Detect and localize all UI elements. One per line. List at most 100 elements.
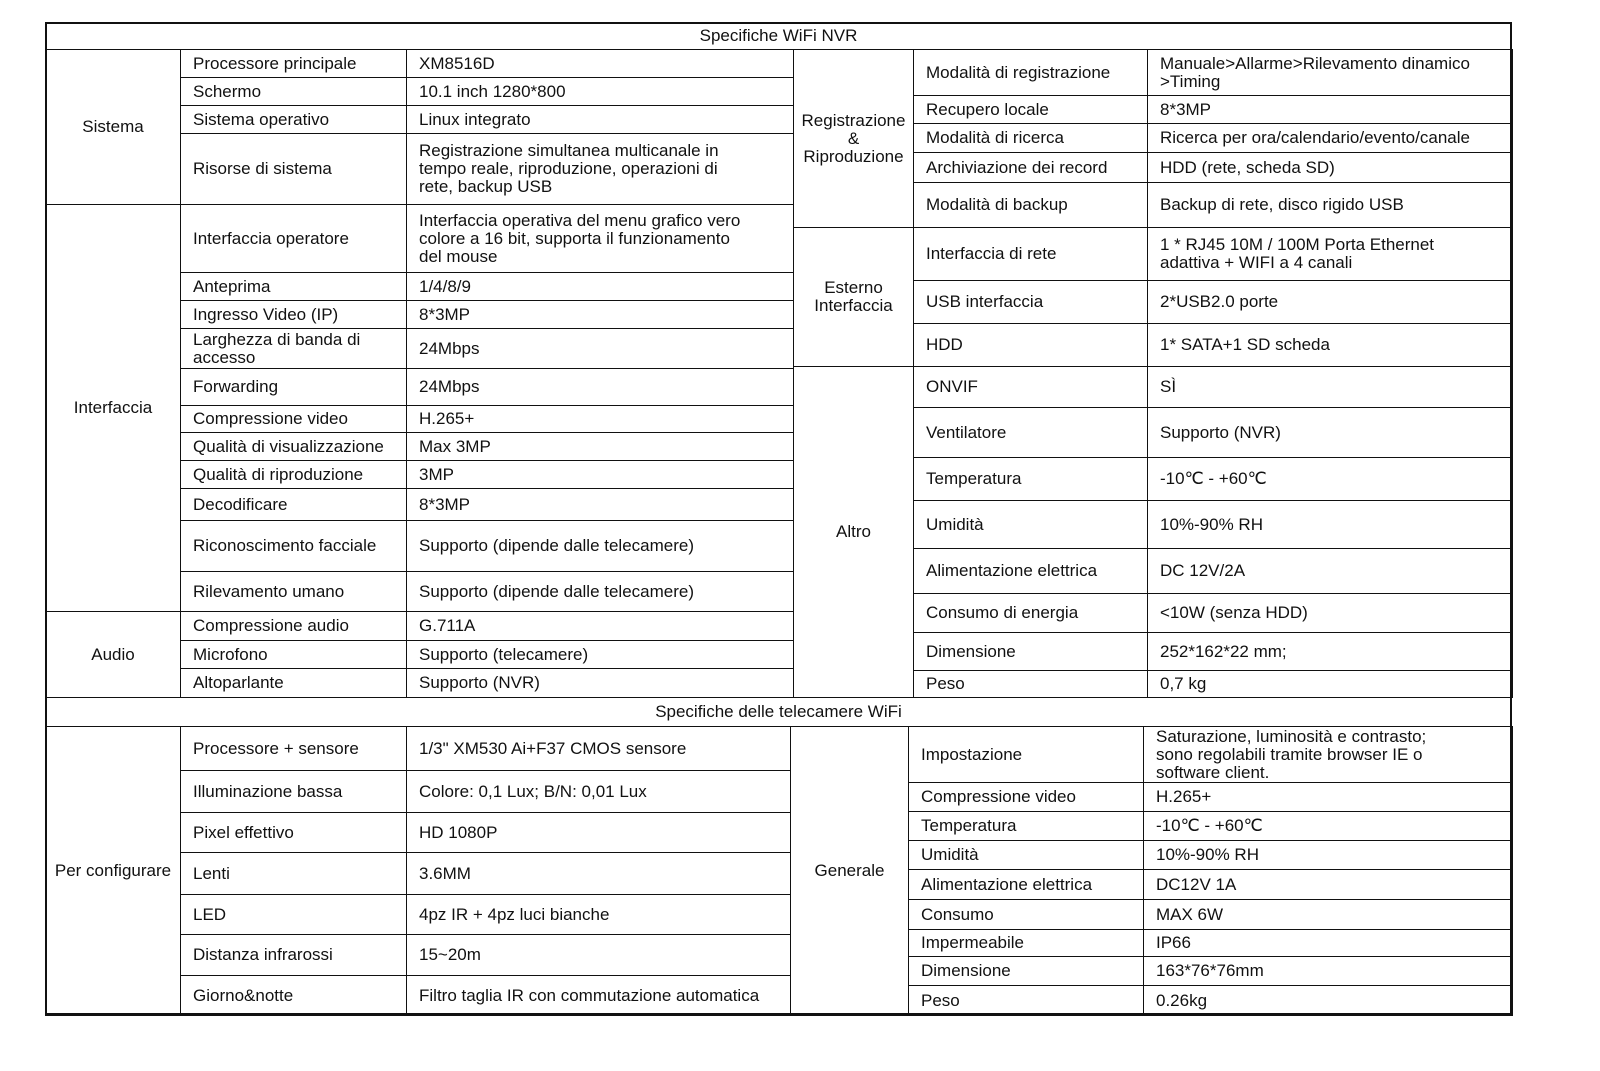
- spec-value: 163*76*76mm: [1143, 956, 1513, 986]
- spec-value: XM8516D: [406, 49, 794, 78]
- spec-label: Interfaccia operatore: [180, 204, 407, 273]
- spec-label: HDD: [913, 323, 1148, 367]
- spec-value: 10%-90% RH: [1147, 500, 1513, 549]
- spec-label: Ingresso Video (IP): [180, 300, 407, 329]
- spec-label: Larghezza di banda di accesso: [180, 328, 407, 369]
- spec-value: <10W (senza HDD): [1147, 593, 1513, 633]
- spec-value: Supporto (dipende dalle telecamere): [406, 520, 794, 572]
- spec-label: Forwarding: [180, 368, 407, 406]
- spec-value: 1* SATA+1 SD scheda: [1147, 323, 1513, 367]
- spec-value: Supporto (dipende dalle telecamere): [406, 571, 794, 612]
- spec-label: Alimentazione elettrica: [908, 869, 1144, 900]
- spec-value: Saturazione, luminosità e contrasto; son…: [1143, 726, 1513, 783]
- spec-label: Qualità di visualizzazione: [180, 432, 407, 461]
- spec-label: ONVIF: [913, 366, 1148, 408]
- spec-value: 8*3MP: [406, 488, 794, 521]
- spec-label: Alimentazione elettrica: [913, 548, 1148, 594]
- spec-label: Consumo di energia: [913, 593, 1148, 633]
- spec-label: Compressione video: [908, 782, 1144, 812]
- spec-label: Recupero locale: [913, 95, 1148, 124]
- spec-value: Manuale>Allarme>Rilevamento dinamico >Ti…: [1147, 49, 1513, 96]
- spec-label: Impermeabile: [908, 929, 1144, 957]
- spec-value: Supporto (NVR): [1147, 407, 1513, 458]
- spec-value: DC 12V/2A: [1147, 548, 1513, 594]
- spec-label: Microfono: [180, 640, 407, 669]
- spec-label: Umidità: [913, 500, 1148, 549]
- group-label: Interfaccia: [45, 204, 181, 612]
- spec-label: Temperatura: [913, 457, 1148, 501]
- spec-label: Pixel effettivo: [180, 812, 407, 853]
- spec-label: Sistema operativo: [180, 105, 407, 134]
- spec-value: 8*3MP: [406, 300, 794, 329]
- spec-value: 4pz IR + 4pz luci bianche: [406, 894, 791, 935]
- spec-value: Ricerca per ora/calendario/evento/canale: [1147, 123, 1513, 153]
- spec-label: Modalità di registrazione: [913, 49, 1148, 96]
- spec-label: Consumo: [908, 899, 1144, 930]
- group-label: Registrazione & Riproduzione: [793, 49, 914, 228]
- spec-label: Compressione audio: [180, 611, 407, 641]
- spec-value: 10%-90% RH: [1143, 840, 1513, 870]
- spec-value: Colore: 0,1 Lux; B/N: 0,01 Lux: [406, 770, 791, 813]
- group-label: Esterno Interfaccia: [793, 227, 914, 367]
- spec-value: Filtro taglia IR con commutazione automa…: [406, 975, 791, 1016]
- spec-value: Supporto (NVR): [406, 668, 794, 698]
- spec-label: Umidità: [908, 840, 1144, 870]
- spec-value: HD 1080P: [406, 812, 791, 853]
- spec-value: 1/3" XM530 Ai+F37 CMOS sensore: [406, 726, 791, 771]
- spec-label: Illuminazione bassa: [180, 770, 407, 813]
- spec-label: Decodificare: [180, 488, 407, 521]
- camera-title: Specifiche delle telecamere WiFi: [45, 697, 1512, 727]
- spec-label: Dimensione: [913, 632, 1148, 671]
- spec-value: 24Mbps: [406, 328, 794, 369]
- spec-value: 3MP: [406, 460, 794, 489]
- spec-value: Interfaccia operativa del menu grafico v…: [406, 204, 794, 273]
- spec-label: Peso: [913, 670, 1148, 698]
- spec-value: -10℃ - +60℃: [1143, 811, 1513, 841]
- spec-label: Qualità di riproduzione: [180, 460, 407, 489]
- spec-value: Registrazione simultanea multicanale in …: [406, 133, 794, 205]
- spec-value: H.265+: [406, 405, 794, 433]
- spec-label: Ventilatore: [913, 407, 1148, 458]
- spec-value: Max 3MP: [406, 432, 794, 461]
- spec-value: SÌ: [1147, 366, 1513, 408]
- group-label: Sistema: [45, 49, 181, 205]
- spec-value: MAX 6W: [1143, 899, 1513, 930]
- spec-label: Compressione video: [180, 405, 407, 433]
- spec-label: Distanza infrarossi: [180, 934, 407, 976]
- spec-label: Schermo: [180, 77, 407, 106]
- spec-value: Backup di rete, disco rigido USB: [1147, 182, 1513, 228]
- spec-value: 24Mbps: [406, 368, 794, 406]
- spec-label: Processore + sensore: [180, 726, 407, 771]
- spec-label: Rilevamento umano: [180, 571, 407, 612]
- spec-label: Archiviazione dei record: [913, 152, 1148, 183]
- spec-value: 8*3MP: [1147, 95, 1513, 124]
- spec-label: Peso: [908, 985, 1144, 1016]
- group-label: Per configurare: [45, 726, 181, 1016]
- spec-value: G.711A: [406, 611, 794, 641]
- spec-label: Modalità di ricerca: [913, 123, 1148, 153]
- spec-label: LED: [180, 894, 407, 935]
- spec-value: -10℃ - +60℃: [1147, 457, 1513, 501]
- spec-value: Supporto (telecamere): [406, 640, 794, 669]
- spec-value: 3.6MM: [406, 852, 791, 895]
- group-label: Audio: [45, 611, 181, 698]
- nvr-title: Specifiche WiFi NVR: [45, 22, 1512, 50]
- spec-value: 1 * RJ45 10M / 100M Porta Ethernet adatt…: [1147, 227, 1513, 281]
- spec-value: 2*USB2.0 porte: [1147, 280, 1513, 324]
- spec-label: Dimensione: [908, 956, 1144, 986]
- spec-value: DC12V 1A: [1143, 869, 1513, 900]
- spec-value: 10.1 inch 1280*800: [406, 77, 794, 106]
- spec-value: 0.26kg: [1143, 985, 1513, 1016]
- spec-value: IP66: [1143, 929, 1513, 957]
- spec-value: H.265+: [1143, 782, 1513, 812]
- spec-label: Giorno&notte: [180, 975, 407, 1016]
- spec-label: Impostazione: [908, 726, 1144, 783]
- spec-label: Riconoscimento facciale: [180, 520, 407, 572]
- spec-value: 1/4/8/9: [406, 272, 794, 301]
- spec-value: HDD (rete, scheda SD): [1147, 152, 1513, 183]
- spec-label: Temperatura: [908, 811, 1144, 841]
- spec-value: 15~20m: [406, 934, 791, 976]
- spec-label: Altoparlante: [180, 668, 407, 698]
- spec-label: Lenti: [180, 852, 407, 895]
- spec-value: 252*162*22 mm;: [1147, 632, 1513, 671]
